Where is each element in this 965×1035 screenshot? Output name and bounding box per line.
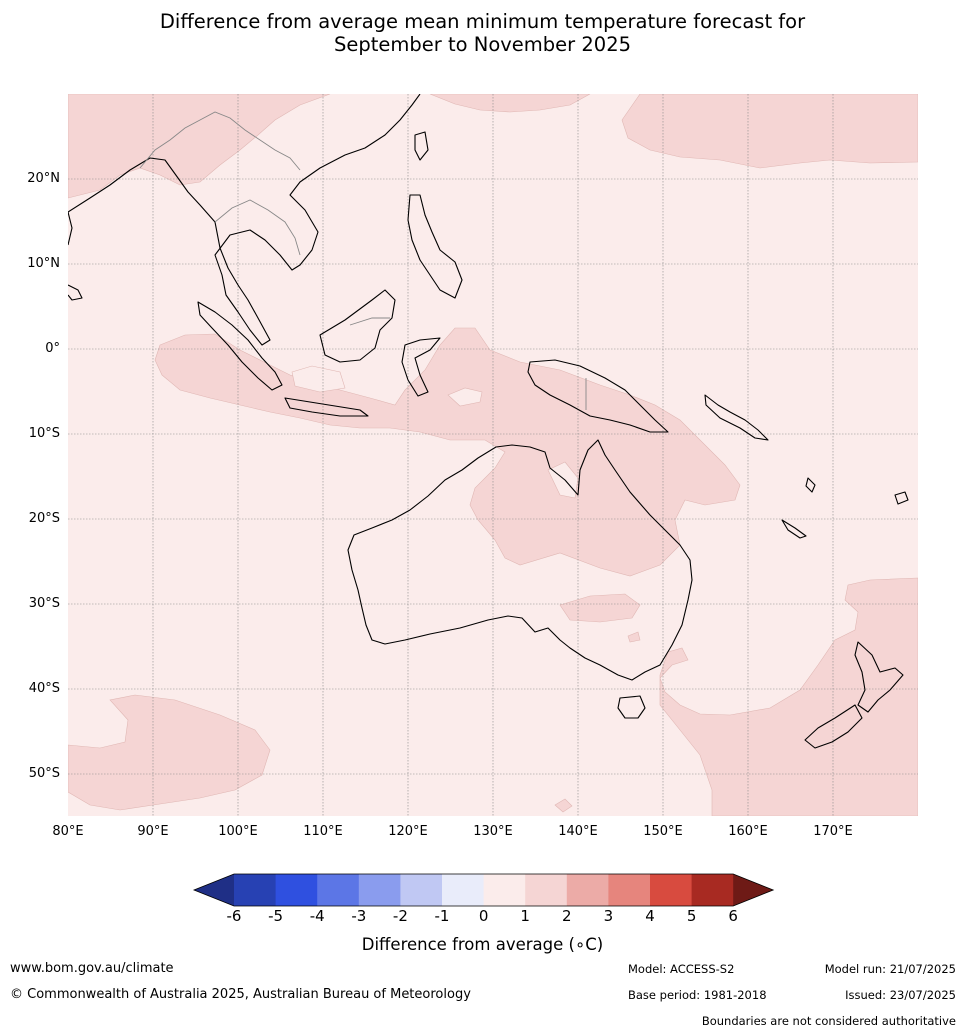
title-line-2: September to November 2025	[333, 33, 632, 56]
colorbar-extend-max	[733, 874, 774, 906]
lat-label-10n: 10°N	[27, 256, 60, 271]
new-guinea-coast	[527, 359, 669, 433]
colorbar-swatch	[234, 874, 277, 906]
colorbar-tick-label: -5	[268, 907, 284, 925]
fiji-coast	[894, 491, 909, 505]
lon-label-80e: 80°E	[52, 824, 84, 839]
india-coast	[68, 211, 73, 246]
colorbar-tick-label: -2	[392, 907, 408, 925]
lat-label-10s: 10°S	[28, 426, 60, 441]
lat-label-40s: 40°S	[28, 681, 60, 696]
coastlines	[68, 94, 909, 749]
lon-label-110e: 110°E	[303, 824, 343, 839]
border-line-2	[214, 199, 301, 256]
colorbar-tick-label: 5	[686, 907, 697, 925]
new-zealand-north-coast	[854, 641, 904, 713]
model-text: Model: ACCESS-S2	[628, 962, 735, 976]
colorbar-swatch	[691, 874, 734, 906]
country-borders	[139, 111, 587, 410]
colorbar-swatch	[566, 874, 609, 906]
lat-label-50s: 50°S	[28, 766, 60, 781]
lon-label-170e: 170°E	[813, 824, 853, 839]
colorbar-tick-label: -4	[309, 907, 325, 925]
lat-label-30s: 30°S	[28, 596, 60, 611]
lon-label-120e: 120°E	[388, 824, 428, 839]
sri-lanka-coast	[68, 284, 83, 301]
border-line-1	[139, 111, 301, 171]
colorbar-swatch	[275, 874, 318, 906]
disclaimer-text: Boundaries are not considered authoritat…	[701, 1014, 956, 1028]
anomaly-region-maritime	[154, 327, 741, 577]
lon-label-140e: 140°E	[558, 824, 598, 839]
lat-label-20n: 20°N	[27, 171, 60, 186]
sulawesi-coast	[401, 337, 441, 397]
anomaly-region-asia	[68, 94, 331, 199]
colorbar-outline	[192, 873, 775, 907]
colorbar-swatch	[400, 874, 443, 906]
colorbar-tick-label: 0	[478, 907, 489, 925]
website-link[interactable]: www.bom.gov.au/climate	[10, 961, 174, 976]
colorbar-swatch	[525, 874, 568, 906]
anomaly-hole-1	[447, 387, 483, 407]
taiwan-coast	[414, 131, 429, 161]
colorbar-swatch	[650, 874, 693, 906]
model-run-text: Model run: 21/07/2025	[824, 962, 956, 976]
solomon-islands-coast	[704, 394, 769, 441]
colorbar-tick-label: -3	[351, 907, 367, 925]
colorbar-extend-min	[194, 874, 234, 906]
anomaly-region-tasman	[659, 577, 918, 816]
anomaly-region-east-asia	[429, 94, 591, 113]
colorbar	[192, 873, 775, 907]
anomaly-1-to-2-regions	[68, 94, 918, 816]
colorbar-tick-label: 3	[603, 907, 614, 925]
colorbar-tick-label: 2	[562, 907, 572, 925]
anomaly-region-southern-ocean-west	[68, 694, 271, 811]
lat-label-20s: 20°S	[28, 511, 60, 526]
copyright-text: © Commonwealth of Australia 2025, Austra…	[10, 987, 471, 1002]
lon-label-160e: 160°E	[728, 824, 768, 839]
colorbar-swatch	[442, 874, 485, 906]
map-title: Difference from average mean minimum tem…	[0, 10, 965, 56]
colorbar-swatch	[483, 874, 526, 906]
tasmania-coast	[617, 695, 646, 719]
new-zealand-south-coast	[804, 704, 863, 749]
anomaly-region-north-pacific	[621, 94, 918, 169]
issued-text: Issued: 23/07/2025	[845, 988, 956, 1002]
colorbar-tick-label: 1	[520, 907, 530, 925]
anomaly-region-victoria	[627, 631, 641, 643]
sumatra-coast	[197, 301, 283, 391]
colorbar-tick-label: 6	[728, 907, 738, 925]
new-caledonia-coast	[781, 519, 807, 539]
colorbar-swatch	[317, 874, 360, 906]
title-line-1: Difference from average mean minimum tem…	[159, 10, 806, 33]
lat-label-0: 0°	[45, 341, 60, 356]
mainland-asia-coast	[68, 94, 421, 346]
colorbar-swatch	[358, 874, 401, 906]
lon-label-100e: 100°E	[218, 824, 258, 839]
anomaly-region-small-south	[554, 798, 573, 813]
colorbar-swatch	[608, 874, 651, 906]
graticule	[68, 94, 918, 816]
colorbar-tick-label: -6	[226, 907, 242, 925]
lon-label-150e: 150°E	[643, 824, 683, 839]
anomaly-hole-2	[547, 461, 579, 499]
java-coast	[284, 397, 369, 417]
base-period-text: Base period: 1981-2018	[628, 988, 767, 1002]
anomaly-region-inland-east	[559, 593, 641, 623]
borneo-coast	[319, 289, 396, 363]
colorbar-title: Difference from average (∘C)	[361, 935, 604, 954]
lon-label-130e: 130°E	[473, 824, 513, 839]
australia-coast	[347, 439, 693, 681]
colorbar-tick-label: 4	[645, 907, 655, 925]
anomaly-hole-3	[291, 365, 346, 393]
lon-label-90e: 90°E	[137, 824, 169, 839]
colorbar-tick-label: -1	[434, 907, 450, 925]
border-line-4	[349, 317, 390, 326]
vanuatu-coast	[805, 477, 816, 493]
philippines-coast	[407, 194, 463, 299]
